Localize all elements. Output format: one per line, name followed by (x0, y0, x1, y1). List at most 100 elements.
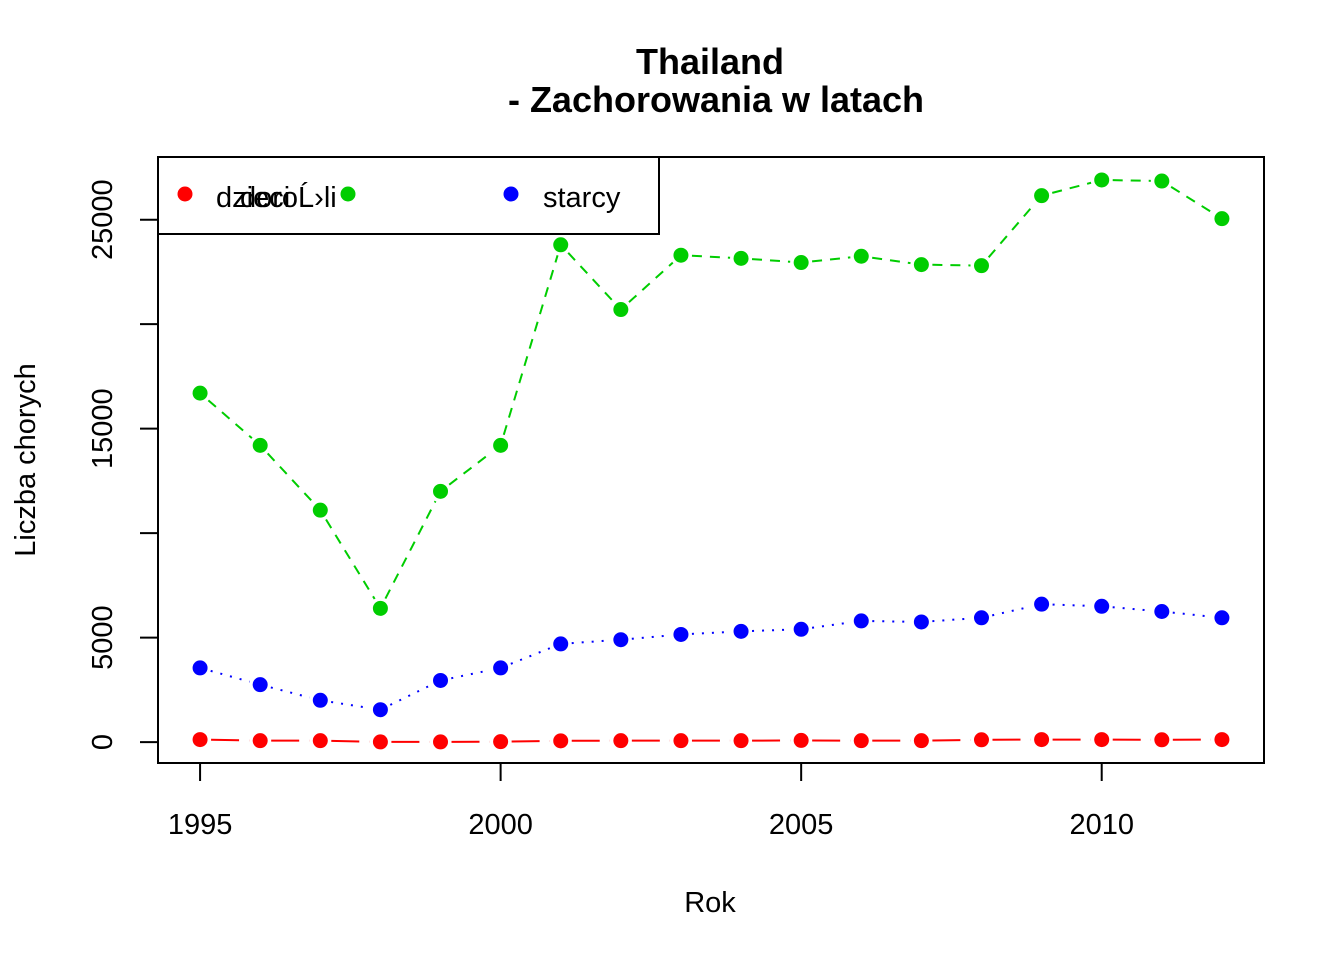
series-segment (389, 684, 432, 706)
data-point (433, 734, 449, 750)
series-segment (331, 701, 370, 710)
data-point (913, 257, 929, 273)
series-segment (811, 256, 851, 263)
data-point (372, 734, 388, 750)
data-point (1034, 732, 1050, 748)
data-point (553, 237, 569, 253)
chart-title-line-1: Thailand (636, 41, 784, 82)
series-segment (932, 617, 971, 623)
series-segment (210, 669, 250, 683)
data-point (433, 672, 449, 688)
data-point (673, 247, 689, 263)
data-point (793, 621, 809, 637)
series-segment (1172, 611, 1212, 618)
series-segment (932, 738, 971, 742)
data-point (553, 636, 569, 652)
data-point (1034, 596, 1050, 612)
y-axis: 0 5000 15000 25000 (87, 179, 159, 750)
series-segment (331, 739, 370, 743)
data-point (312, 733, 328, 749)
x-tick-label: 2000 (468, 809, 533, 841)
series-segment (1170, 186, 1214, 214)
data-point (613, 302, 629, 318)
data-point (973, 732, 989, 748)
data-point (1034, 188, 1050, 204)
legend-marker (177, 186, 193, 202)
data-point (1214, 732, 1230, 748)
series-segment (811, 621, 851, 629)
data-point (733, 733, 749, 749)
data-point (853, 613, 869, 629)
series-segment (631, 634, 671, 640)
data-point (613, 733, 629, 749)
data-point (493, 437, 509, 453)
series-segment (1112, 179, 1151, 182)
series-segment (1052, 603, 1091, 607)
series-1 (192, 732, 1230, 750)
data-point (493, 734, 509, 750)
data-point (973, 610, 989, 626)
series-segment (451, 669, 491, 680)
series-2 (192, 172, 1230, 616)
data-point (913, 733, 929, 749)
series-segment (207, 399, 253, 439)
series-segment (325, 519, 376, 600)
data-point (1214, 610, 1230, 626)
data-point (252, 733, 268, 749)
series-segment (628, 261, 674, 303)
data-point (1094, 172, 1110, 188)
series-segment (1112, 606, 1151, 612)
data-point (312, 692, 328, 708)
legend-box (157, 156, 660, 235)
series-segment (751, 258, 791, 263)
series-segment (502, 255, 559, 436)
series-segment (567, 252, 615, 303)
legend-marker (503, 186, 519, 202)
y-tick-label: 15000 (87, 388, 119, 469)
x-axis: 1995 2000 2005 2010 (168, 762, 1134, 841)
series-segment (511, 740, 550, 743)
data-point (853, 248, 869, 264)
x-tick-label: 1995 (168, 809, 233, 841)
series-segment (270, 686, 310, 699)
series-segment (266, 452, 314, 503)
data-point (1094, 598, 1110, 614)
data-point (913, 614, 929, 630)
series-segment (1051, 181, 1092, 194)
legend-label: starcy (543, 182, 621, 214)
data-point (192, 732, 208, 748)
data-point (973, 258, 989, 274)
data-point (1214, 211, 1230, 227)
chart-title-line-2: - Zachorowania w latach (508, 79, 924, 120)
data-point (252, 677, 268, 693)
data-point (673, 626, 689, 642)
series-segment (384, 500, 437, 600)
series-segment (448, 451, 493, 486)
x-tick-label: 2010 (1069, 809, 1134, 841)
series-segment (991, 605, 1032, 617)
series-layer (192, 172, 1230, 750)
data-point (793, 255, 809, 271)
data-point (493, 660, 509, 676)
series-segment (872, 256, 911, 265)
data-point (793, 732, 809, 748)
y-tick-label: 25000 (87, 179, 119, 260)
data-point (252, 437, 268, 453)
legend-marker (340, 186, 356, 202)
y-axis-label: Liczba chorych (10, 363, 42, 556)
data-point (1154, 604, 1170, 619)
data-point (192, 660, 208, 676)
y-tick-label: 0 (87, 734, 119, 750)
series-segment (691, 630, 731, 635)
series-segment (932, 263, 971, 267)
data-point (1154, 173, 1170, 189)
data-point (553, 733, 569, 749)
series-3 (192, 596, 1230, 718)
series-segment (211, 738, 250, 742)
series-segment (691, 254, 731, 259)
data-point (733, 623, 749, 639)
data-point (192, 385, 208, 401)
data-point (853, 733, 869, 749)
